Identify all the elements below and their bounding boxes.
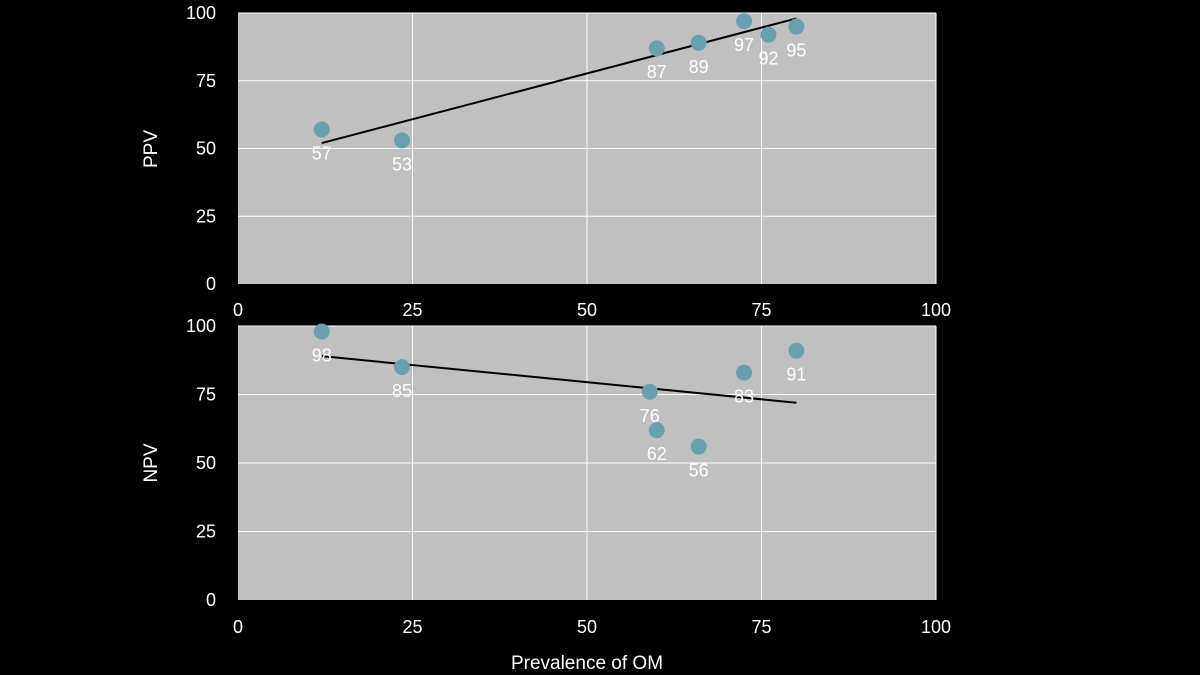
npv-data-point: [641, 383, 658, 400]
npv-data-point: [788, 342, 805, 359]
ppv-data-label: 53: [392, 154, 412, 174]
ppv-data-point: [690, 34, 707, 51]
npv-data-point: [690, 438, 707, 455]
ppv-data-point: [736, 13, 753, 30]
ppv-data-label: 89: [689, 57, 709, 77]
ppv-y-tick-labels: 0 25 50 75 100: [186, 3, 216, 294]
x-axis-label: Prevalence of OM: [511, 653, 663, 674]
npv-y-axis-label: NPV: [141, 443, 162, 482]
npv-y-tick-label: 50: [196, 453, 216, 473]
ppv-y-tick-label: 75: [196, 71, 216, 91]
ppv-trendline: [321, 17, 797, 145]
npv-x-tick-label: 0: [233, 617, 243, 637]
ppv-data-label: 87: [647, 62, 667, 82]
npv-y-tick-label: 25: [196, 522, 216, 542]
ppv-y-axis-label: PPV: [141, 130, 162, 168]
ppv-chart: 0 25 50 75 100 0 25 50 75 100 PPV 57 53 …: [141, 3, 951, 320]
npv-data-point: [394, 359, 411, 376]
ppv-y-tick-label: 100: [186, 3, 216, 23]
ppv-data-label: 97: [734, 35, 754, 55]
npv-data-label: 98: [312, 345, 332, 365]
ppv-x-tick-label: 50: [577, 300, 597, 320]
ppv-data-point: [394, 132, 411, 149]
npv-data-points: [313, 323, 805, 455]
ppv-data-point: [788, 18, 805, 35]
ppv-data-label: 92: [758, 49, 778, 69]
ppv-data-label: 95: [786, 41, 806, 61]
npv-data-label: 76: [640, 406, 660, 426]
ppv-data-labels: 57 53 87 89 97 92 95: [312, 35, 807, 174]
npv-x-tick-label: 75: [751, 617, 771, 637]
npv-y-tick-labels: 0 25 50 75 100: [186, 316, 216, 610]
npv-data-label: 91: [786, 365, 806, 385]
ppv-x-tick-label: 75: [751, 300, 771, 320]
npv-data-label: 83: [734, 387, 754, 407]
ppv-x-tick-label: 100: [921, 300, 951, 320]
ppv-x-tick-label: 25: [402, 300, 422, 320]
ppv-y-tick-label: 50: [196, 139, 216, 159]
ppv-y-tick-label: 0: [206, 274, 216, 294]
npv-gridlines: [238, 325, 937, 600]
ppv-data-point: [313, 121, 330, 138]
npv-x-tick-label: 100: [921, 617, 951, 637]
npv-data-label: 62: [647, 444, 667, 464]
ppv-data-point: [648, 40, 665, 57]
npv-x-tick-label: 50: [577, 617, 597, 637]
npv-x-tick-labels: 0 25 50 75 100: [233, 617, 951, 637]
ppv-data-label: 57: [312, 144, 332, 164]
ppv-x-tick-labels: 0 25 50 75 100: [233, 300, 951, 320]
ppv-x-tick-label: 0: [233, 300, 243, 320]
ppv-gridlines: [238, 12, 937, 284]
npv-data-label: 56: [689, 461, 709, 481]
npv-data-labels: 98 85 76 62 56 83 91: [312, 345, 807, 480]
npv-data-point: [313, 323, 330, 340]
ppv-y-tick-label: 25: [196, 206, 216, 226]
npv-chart: 0 25 50 75 100 0 25 50 75 100 NPV Preval…: [141, 316, 951, 674]
npv-y-tick-label: 0: [206, 590, 216, 610]
npv-x-tick-label: 25: [402, 617, 422, 637]
ppv-data-point: [760, 26, 777, 43]
npv-data-point: [648, 422, 665, 439]
npv-y-tick-label: 100: [186, 316, 216, 336]
npv-data-point: [736, 364, 753, 381]
npv-y-tick-label: 75: [196, 385, 216, 405]
npv-data-label: 85: [392, 381, 412, 401]
ppv-data-points: [313, 13, 805, 149]
